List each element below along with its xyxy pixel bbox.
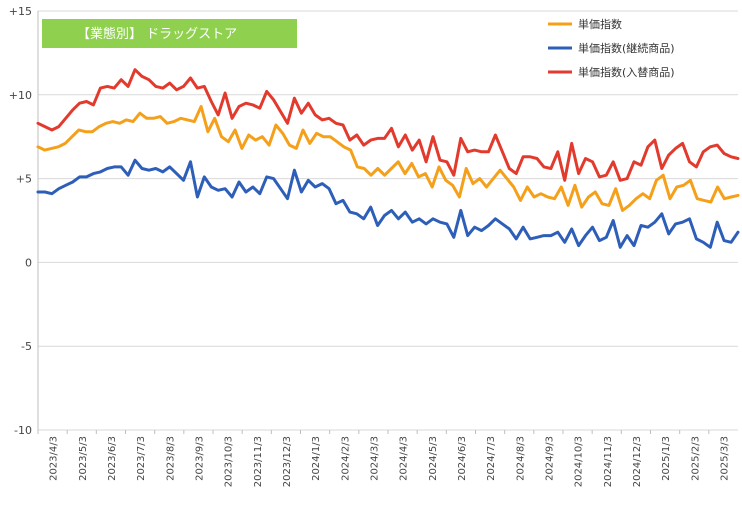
y-axis-ticks: +15 +10 +5 0 -5 -10 — [9, 5, 32, 437]
y-tick-label: -10 — [14, 424, 32, 437]
x-tick-label: 2023/6/3 — [107, 436, 118, 481]
x-tick-label: 2023/12/3 — [282, 436, 293, 487]
x-tick-label: 2024/7/3 — [486, 436, 497, 481]
x-tick-label: 2024/8/3 — [515, 436, 526, 481]
title-badge: 【業態別】 ドラッグストア — [42, 19, 297, 48]
x-tick-label: 2024/10/3 — [574, 436, 585, 487]
x-tick-label: 2024/3/3 — [369, 436, 380, 481]
legend-label: 単価指数 — [578, 17, 622, 31]
y-tick-label: +10 — [9, 89, 32, 102]
x-tick-label: 2024/1/3 — [311, 436, 322, 481]
x-tick-label: 2023/7/3 — [136, 436, 147, 481]
x-tick-label: 2024/5/3 — [428, 436, 439, 481]
x-tick-label: 2024/9/3 — [544, 436, 555, 481]
x-tick-label: 2023/9/3 — [194, 436, 205, 481]
y-tick-label: +15 — [9, 5, 32, 18]
series-line-2 — [36, 158, 740, 249]
y-tick-label: 0 — [25, 256, 32, 269]
x-tick-label: 2024/12/3 — [632, 436, 643, 487]
legend-label: 単価指数(継続商品) — [578, 41, 675, 55]
series-line-3 — [36, 68, 740, 182]
y-tick-label: +5 — [16, 173, 32, 186]
x-tick-label: 2023/11/3 — [253, 436, 264, 487]
x-tick-label: 2023/4/3 — [49, 436, 60, 481]
chart-title: 【業態別】 ドラッグストア — [77, 26, 237, 42]
x-tick-label: 2025/3/3 — [719, 436, 730, 481]
x-tick-label: 2025/1/3 — [661, 436, 672, 481]
y-tick-label: -5 — [21, 340, 32, 353]
x-tick-label: 2024/11/3 — [603, 436, 614, 487]
legend-label: 単価指数(入替商品) — [578, 65, 675, 79]
x-tick-label: 2024/4/3 — [399, 436, 410, 481]
title-box — [42, 19, 297, 48]
x-tick-label: 2023/5/3 — [78, 436, 89, 481]
x-tick-label: 2023/10/3 — [224, 436, 235, 487]
x-tick-label: 2023/8/3 — [165, 436, 176, 481]
x-axis-ticks: 2023/4/3 2023/5/3 2023/6/3 2023/7/3 2023/8/3… — [37, 430, 730, 487]
x-tick-label: 2025/2/3 — [690, 436, 701, 481]
x-tick-label: 2024/2/3 — [340, 436, 351, 481]
series-line-1 — [36, 105, 740, 212]
series-lines — [36, 68, 740, 249]
x-tick-label: 2024/6/3 — [457, 436, 468, 481]
